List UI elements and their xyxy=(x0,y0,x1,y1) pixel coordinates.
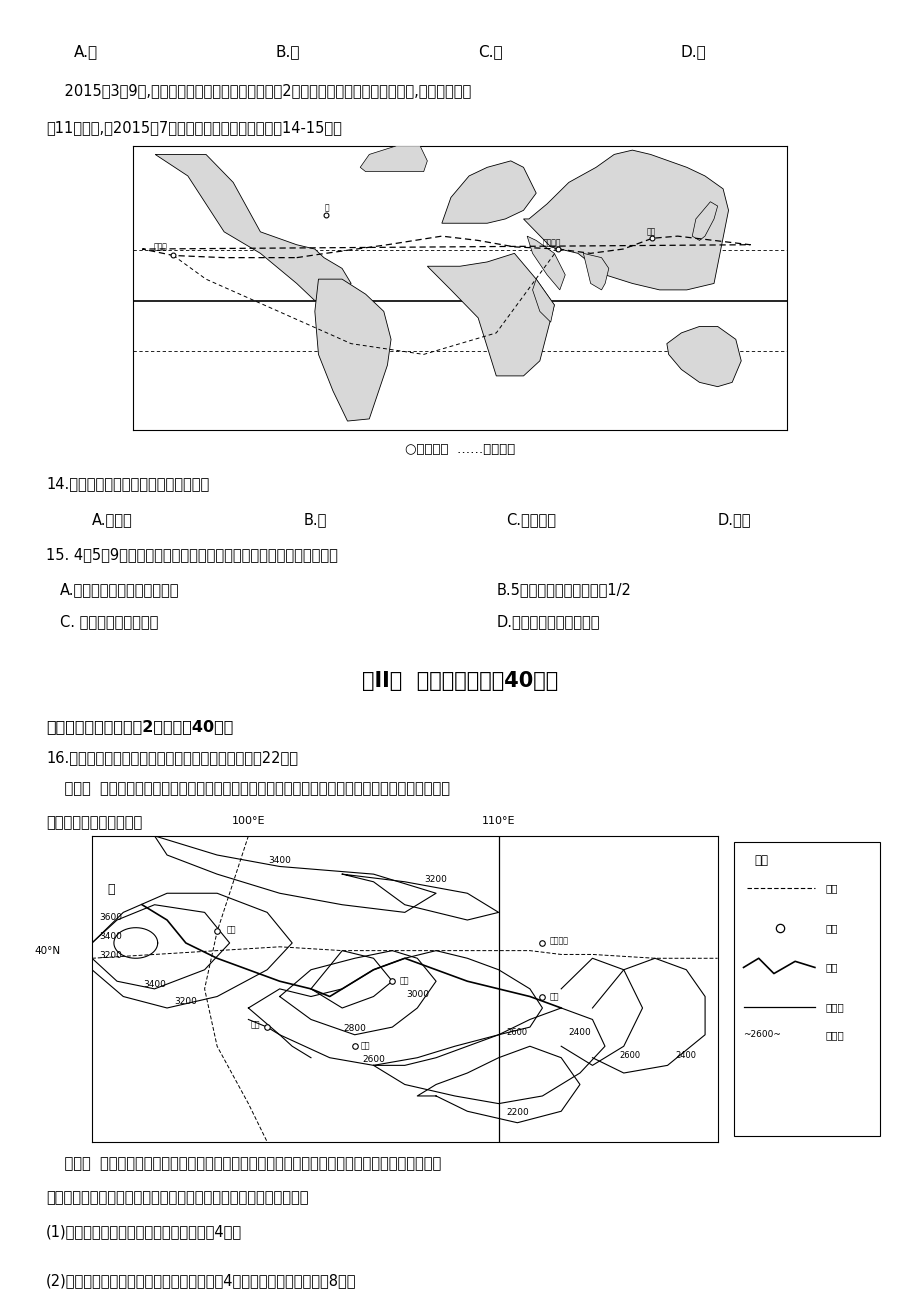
Text: 甲: 甲 xyxy=(107,883,114,896)
Text: D.重庆: D.重庆 xyxy=(717,512,750,527)
FancyBboxPatch shape xyxy=(733,842,879,1135)
Polygon shape xyxy=(666,327,741,387)
Polygon shape xyxy=(527,236,564,290)
Text: 省界: 省界 xyxy=(824,883,837,893)
Text: 重庆: 重庆 xyxy=(646,227,655,236)
Text: 2015年3月9日,全球最大的太阳能飞机「阳光动劒2号」的环球飞行从阿布扎比启程,向东途经重庆: 2015年3月9日,全球最大的太阳能飞机「阳光动劒2号」的环球飞行从阿布扎比启程… xyxy=(46,83,471,99)
Text: 40°N: 40°N xyxy=(35,945,61,956)
Text: 100°E: 100°E xyxy=(232,816,265,827)
Text: 16.根据材料和图，结合所学知识，完成下列问题。（22分）: 16.根据材料和图，结合所学知识，完成下列问题。（22分） xyxy=(46,750,298,766)
Text: A.夏威夷: A.夏威夷 xyxy=(92,512,132,527)
Polygon shape xyxy=(155,155,351,301)
Text: 3200: 3200 xyxy=(99,952,122,961)
Text: 2600: 2600 xyxy=(506,1027,528,1036)
Text: ~2600~: ~2600~ xyxy=(743,1030,780,1039)
Text: 约: 约 xyxy=(324,203,329,212)
Text: 图例: 图例 xyxy=(754,854,767,867)
Polygon shape xyxy=(583,254,608,290)
Polygon shape xyxy=(441,161,536,223)
Text: 甖11个城市,于2015年7月末返回阿布扎比。读图完成14-15题。: 甖11个城市,于2015年7月末返回阿布扎比。读图完成14-15题。 xyxy=(46,120,342,135)
Text: 阿布扎比: 阿布扎比 xyxy=(542,238,561,247)
Text: D.丁: D.丁 xyxy=(680,44,706,60)
Text: 3000: 3000 xyxy=(405,990,428,999)
Text: 城市: 城市 xyxy=(824,923,837,932)
Text: C.阿布扎比: C.阿布扎比 xyxy=(505,512,555,527)
Text: ○途经城市  ……飞行路线: ○途经城市 ……飞行路线 xyxy=(404,443,515,456)
Text: 材料一  年日照时数是指太阳直接辐射地面时间的一年累计値，以小时为单位。下图是「我国部分区: 材料一 年日照时数是指太阳直接辐射地面时间的一年累计値，以小时为单位。下图是「我… xyxy=(46,781,449,797)
Text: 3200: 3200 xyxy=(425,875,447,884)
Polygon shape xyxy=(360,146,426,172)
Text: 2200: 2200 xyxy=(505,1108,528,1117)
Text: 110°E: 110°E xyxy=(482,816,515,827)
Text: 域年日照时数分布图」。: 域年日照时数分布图」。 xyxy=(46,815,142,831)
Text: 时数线: 时数线 xyxy=(824,1030,844,1040)
Text: B.约: B.约 xyxy=(303,512,326,527)
Text: 二、非选择题：本卷共2小题，全40分。: 二、非选择题：本卷共2小题，全40分。 xyxy=(46,719,233,734)
Text: B.5日在全球所占范围大于1/2: B.5日在全球所占范围大于1/2 xyxy=(496,582,631,598)
Text: 3400: 3400 xyxy=(99,932,122,941)
Text: (2)写出图中甲、乙区域年日照时数范围，（4分）并分别分析原因。（8分）: (2)写出图中甲、乙区域年日照时数范围，（4分）并分别分析原因。（8分） xyxy=(46,1273,357,1289)
Text: (1)请简述图中年日照时数的分布规律。（4分）: (1)请简述图中年日照时数的分布规律。（4分） xyxy=(46,1224,242,1240)
Text: 15. 4月5日9点（北京时间）飞机途径重庆，此时刻下列说法正确的是: 15. 4月5日9点（北京时间）飞机途径重庆，此时刻下列说法正确的是 xyxy=(46,547,337,562)
Text: 2800: 2800 xyxy=(343,1023,366,1032)
Text: 西宁: 西宁 xyxy=(250,1021,259,1030)
Text: 3600: 3600 xyxy=(99,913,122,922)
Polygon shape xyxy=(426,254,554,376)
Text: 河流: 河流 xyxy=(824,962,837,973)
Text: 銀川: 銀川 xyxy=(400,976,409,986)
Text: C.丙: C.丙 xyxy=(478,44,503,60)
Text: C. 此日重庆白昼长于约: C. 此日重庆白昼长于约 xyxy=(60,615,158,630)
Text: 3400: 3400 xyxy=(143,980,165,990)
Text: 太原: 太原 xyxy=(550,992,559,1001)
Polygon shape xyxy=(314,279,391,421)
Polygon shape xyxy=(532,279,554,322)
Polygon shape xyxy=(523,150,728,290)
Text: 等日照: 等日照 xyxy=(824,1003,844,1012)
Text: 酒泉: 酒泉 xyxy=(226,926,236,934)
Text: 兰州: 兰州 xyxy=(360,1042,370,1051)
Text: 3400: 3400 xyxy=(268,855,290,865)
Text: 14.下列四城市中太阳辐射能最丰富的是: 14.下列四城市中太阳辐射能最丰富的是 xyxy=(46,477,209,492)
Text: 西昌三大发射中心外，我国还在海南文昌建设第四个航天发射中心。: 西昌三大发射中心外，我国还在海南文昌建设第四个航天发射中心。 xyxy=(46,1190,308,1206)
Text: 材料二  酒泉深居内陆，有航天发射的诸多优势，「神舟」系列均在此成功发射。除酒泉、太原、: 材料二 酒泉深居内陆，有航天发射的诸多优势，「神舟」系列均在此成功发射。除酒泉、… xyxy=(46,1156,441,1172)
Text: 2600: 2600 xyxy=(618,1051,640,1060)
Text: 3200: 3200 xyxy=(175,997,197,1006)
Text: A.重庆的正午太阳高度比约小: A.重庆的正午太阳高度比约小 xyxy=(60,582,179,598)
Text: 夏威夷: 夏威夷 xyxy=(153,242,167,251)
Text: A.甲: A.甲 xyxy=(74,44,97,60)
Text: 呼和浩特: 呼和浩特 xyxy=(550,936,568,945)
Text: 2400: 2400 xyxy=(675,1051,696,1060)
Polygon shape xyxy=(691,202,717,241)
Text: D.两地正午物影方向不同: D.两地正午物影方向不同 xyxy=(496,615,600,630)
Text: 第II卷  （非选择题，全40分）: 第II卷 （非选择题，全40分） xyxy=(361,671,558,690)
Text: B.乙: B.乙 xyxy=(276,44,301,60)
Text: 2400: 2400 xyxy=(568,1027,591,1036)
Text: 2600: 2600 xyxy=(362,1055,384,1064)
